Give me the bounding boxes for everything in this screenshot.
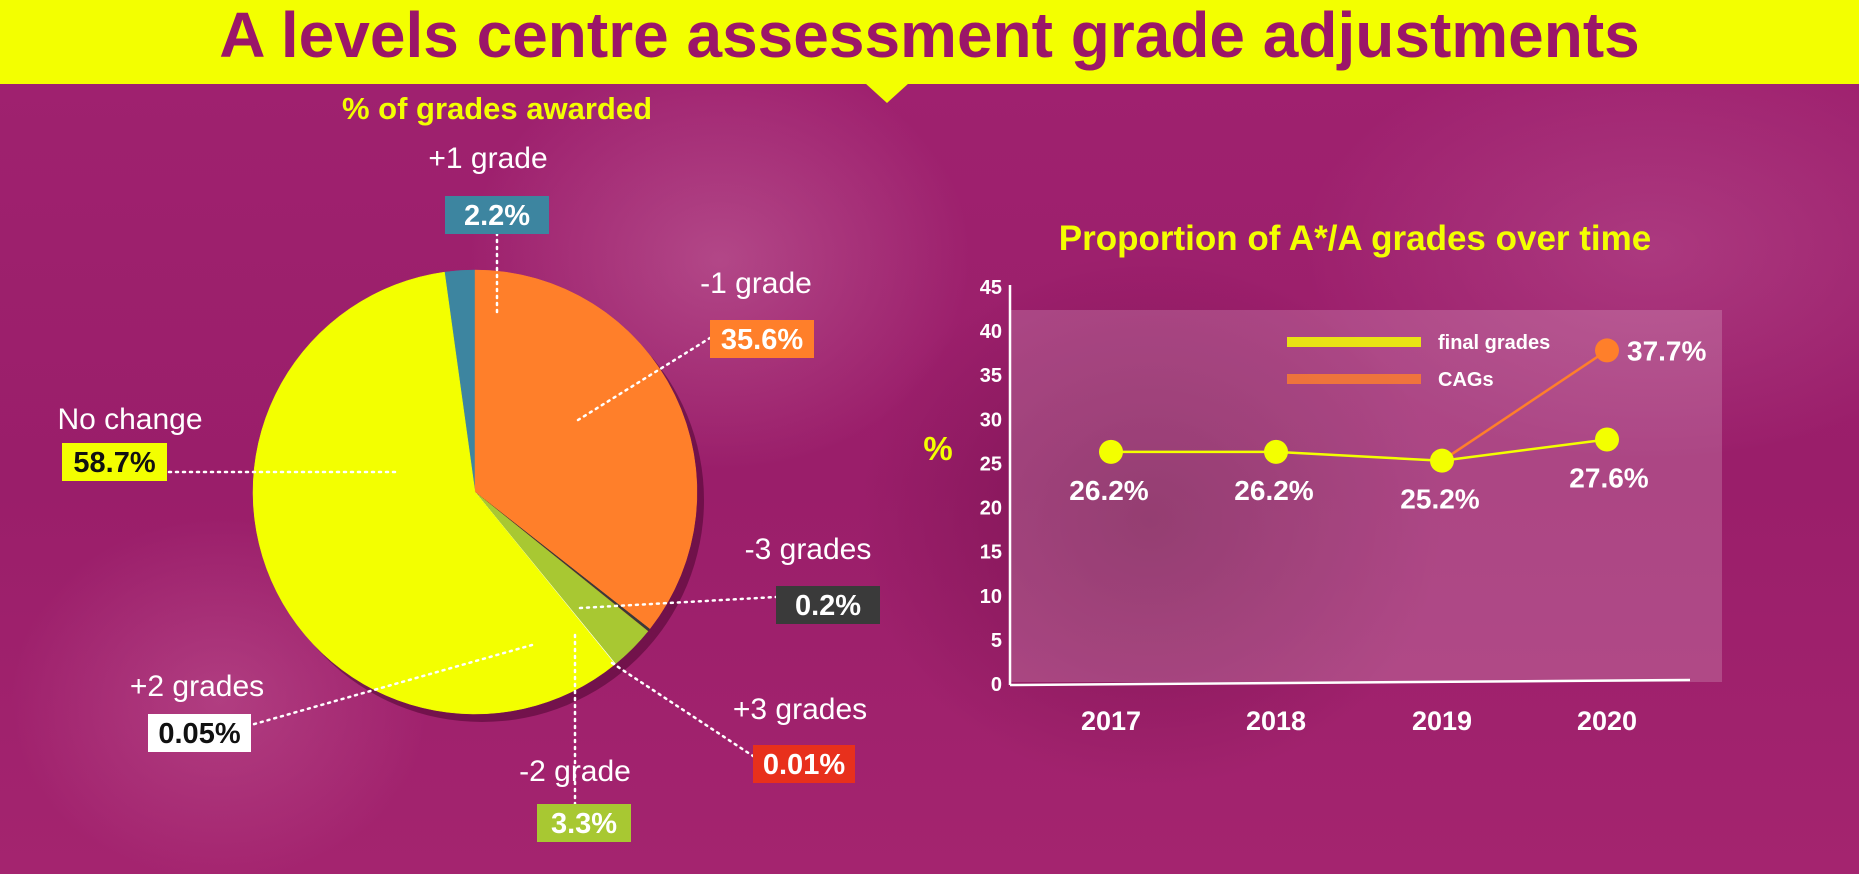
- pie-leader-lines: [165, 219, 778, 806]
- y-tick-label: 35: [980, 365, 1002, 387]
- pie-value-2-grade: 3.3%: [551, 808, 617, 840]
- pie-slice-1-grade: [474, 269, 698, 630]
- data-point-final-grades: [1430, 448, 1454, 473]
- line-chart: Proportion of A*/A grades over time % 0 5…: [923, 220, 1706, 736]
- data-label-final-grades: 26.2%: [1234, 475, 1313, 506]
- y-tick-label: 20: [980, 498, 1002, 520]
- pie-value-3-grades: 0.2%: [795, 590, 861, 622]
- legend-label-cags: CAGs: [1438, 369, 1494, 391]
- pie-label-1-grade: -1 grade: [700, 267, 812, 300]
- pie-value-box-3-grades: [753, 745, 855, 783]
- series-line-cags: [1441, 349, 1608, 462]
- line-legend: final grades CAGs: [1287, 332, 1550, 391]
- y-tick-label: 40: [980, 321, 1002, 343]
- y-tick-label: 15: [980, 542, 1002, 564]
- legend-label-final-grades: final grades: [1438, 332, 1550, 354]
- y-tick-label: 30: [980, 409, 1002, 431]
- pie-label-1-grade: +1 grade: [428, 142, 547, 175]
- x-tick-label: 2017: [1081, 706, 1141, 736]
- pie-value-box-3-grades: [776, 586, 880, 624]
- pie-labels: +1 grade 2.2% -1 grade 35.6% -3 grades 0.2% +3…: [57, 142, 880, 842]
- legend-swatch-cags: [1287, 374, 1421, 384]
- banner-pointer: [865, 83, 909, 103]
- data-point-cags: [1595, 338, 1619, 363]
- pie-label-2-grade: -2 grade: [519, 755, 631, 788]
- leader-line-2-grades: [249, 643, 534, 727]
- pie-chart-title: % of grades awarded: [342, 91, 652, 126]
- data-label-final-grades: 27.6%: [1569, 463, 1648, 494]
- y-tick-label: 10: [980, 586, 1002, 608]
- pie-slices: [252, 269, 698, 715]
- x-tick-label: 2019: [1412, 706, 1472, 736]
- legend-swatch-final-grades: [1287, 337, 1421, 347]
- data-label-cags: 37.7%: [1627, 335, 1706, 366]
- line-axes: 0 5 10 15 20 25 30 35 40 45 2017 2018 2019 2020: [980, 277, 1691, 736]
- y-tick-label: 25: [980, 453, 1002, 475]
- x-tick-label: 2018: [1246, 706, 1306, 736]
- page-title: A levels centre assessment grade adjustm…: [219, 0, 1640, 71]
- pie-value-box-2-grade: [537, 804, 631, 842]
- pie-label-3-grades: +3 grades: [733, 693, 867, 726]
- pie-value-no-change: 58.7%: [73, 447, 155, 479]
- x-tick-label: 2020: [1577, 706, 1637, 736]
- data-point-final-grades: [1099, 439, 1123, 464]
- pie-value-2-grades: 0.05%: [158, 718, 240, 750]
- pie-slice-no-change: [252, 271, 616, 715]
- y-axis-label: %: [923, 430, 952, 467]
- data-label-final-grades: 26.2%: [1069, 475, 1148, 506]
- pie-value-3-grades: 0.01%: [763, 749, 845, 781]
- pie-value-box-2-grades: [148, 714, 251, 752]
- series-line-final-grades: [1111, 438, 1608, 462]
- y-tick-label: 0: [991, 674, 1002, 696]
- pie-label-2-grades: +2 grades: [130, 670, 264, 703]
- pie-chart: % of grades awarded +1 grade 2.2% -1 grade…: [57, 91, 880, 842]
- line-series: 26.2% 26.2% 25.2% 27.6% 37.7%: [1069, 335, 1706, 514]
- title-banner: A levels centre assessment grade adjustm…: [0, 0, 1859, 84]
- pie-value-1-grade: 35.6%: [721, 324, 803, 356]
- data-point-final-grades: [1264, 439, 1288, 464]
- line-chart-panel: [1010, 310, 1722, 682]
- pie-value-box-1-grade: [710, 320, 814, 358]
- data-point-final-grades: [1595, 427, 1619, 452]
- pie-label-no-change: No change: [57, 403, 202, 436]
- data-label-final-grades: 25.2%: [1400, 484, 1479, 515]
- line-chart-title: Proportion of A*/A grades over time: [1059, 220, 1652, 258]
- pie-value-box-no-change: [62, 443, 167, 481]
- pie-value-box-1-grade: [445, 196, 549, 234]
- leader-line-3-grades: [610, 661, 755, 758]
- x-axis-line: [1009, 678, 1691, 687]
- y-tick-label: 45: [980, 277, 1002, 299]
- leader-line-1-grade: [576, 336, 712, 422]
- pie-label-3-grades: -3 grades: [745, 533, 872, 566]
- leader-line-3-grades: [578, 595, 778, 610]
- pie-value-1-grade: 2.2%: [464, 200, 530, 232]
- y-tick-label: 5: [991, 630, 1002, 652]
